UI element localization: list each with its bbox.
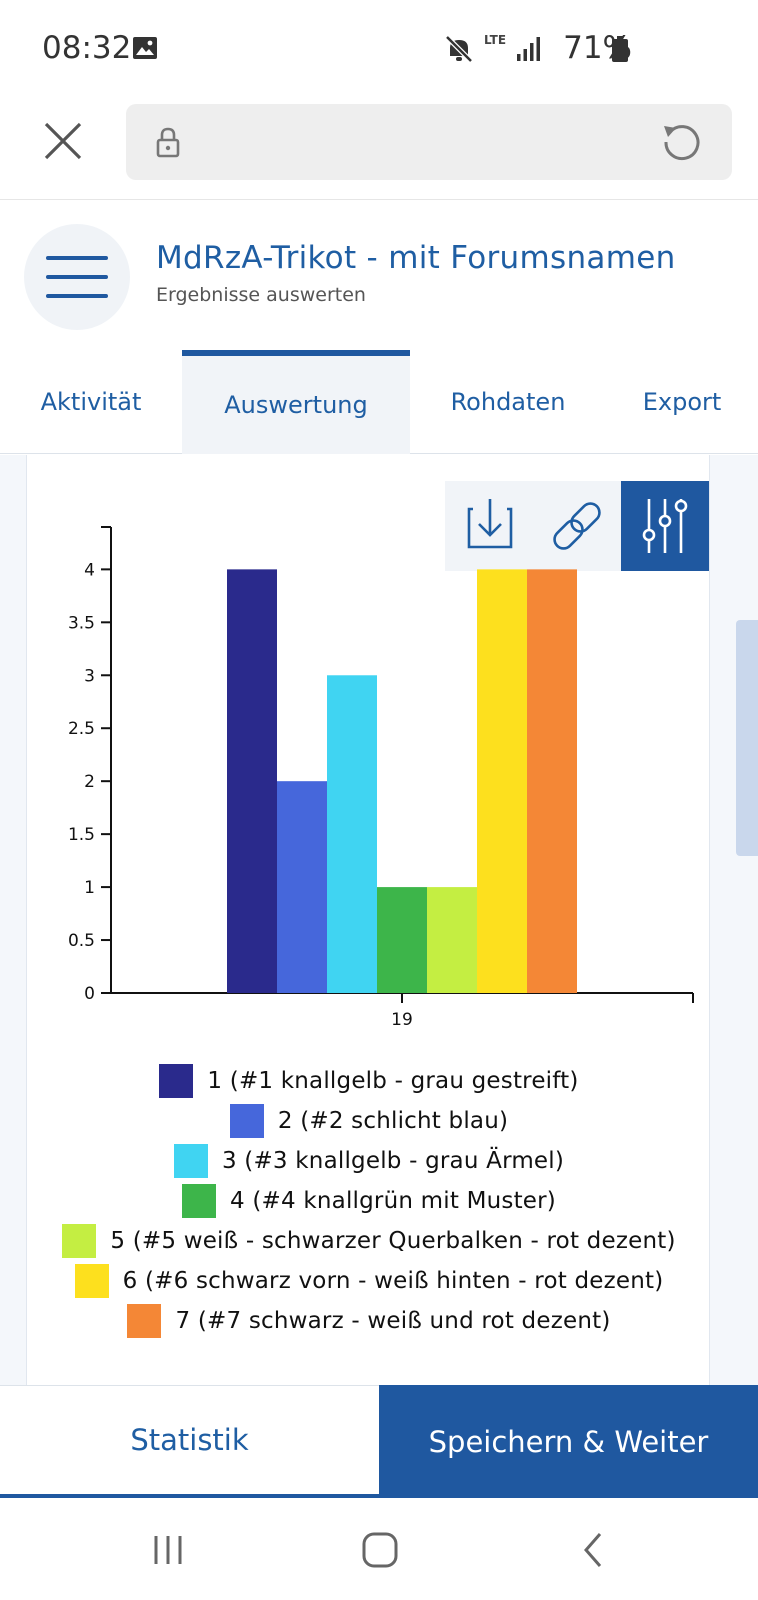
legend-swatch: [127, 1304, 162, 1338]
bar-series-5: [427, 887, 477, 993]
y-tick-label: 2.5: [68, 719, 95, 739]
bar-series-3: [327, 675, 377, 993]
gallery-icon: [133, 37, 157, 59]
settings-button[interactable]: [621, 481, 709, 571]
hamburger-line: [46, 294, 108, 298]
download-button[interactable]: [445, 481, 533, 571]
y-tick-label: 2: [84, 772, 95, 792]
home-icon[interactable]: [358, 1528, 402, 1572]
legend-swatch: [173, 1144, 208, 1178]
page-subtitle: Ergebnisse auswerten: [156, 284, 366, 306]
y-tick-label: 3: [84, 666, 95, 686]
chart-card: 0 0.5 1 1.5 2 2.5 3 3.5 4 19 1 (#1 knallgelb - gr…: [26, 455, 710, 1385]
legend-swatch: [182, 1184, 217, 1218]
legend-label: 4 (#4 knallgrün mit Muster): [230, 1188, 556, 1214]
close-icon[interactable]: [40, 118, 86, 164]
content-area: 0 0.5 1 1.5 2 2.5 3 3.5 4 19 1 (#1 knallgelb - gr…: [0, 455, 758, 1385]
status-bar: 08:32 LTE 71%: [0, 0, 758, 96]
legend-label: 2 (#2 schlicht blau): [277, 1108, 509, 1134]
app-header: MdRzA-Trikot - mit Forumsnamen Ergebniss…: [0, 200, 758, 350]
legend-label: 6 (#6 schwarz vorn - weiß hinten - rot d…: [122, 1268, 664, 1294]
tab-export[interactable]: Export: [642, 388, 722, 416]
legend-item[interactable]: 3 (#3 knallgelb - grau Ärmel): [27, 1141, 711, 1181]
link-button[interactable]: [533, 481, 621, 571]
legend-swatch: [74, 1264, 109, 1298]
tab-aktivitaet[interactable]: Aktivität: [40, 388, 142, 416]
system-nav-bar: [0, 1498, 758, 1600]
y-tick-label: 3.5: [68, 613, 95, 633]
legend-label: 3 (#3 knallgelb - grau Ärmel): [221, 1148, 565, 1174]
bar-series-6: [477, 569, 527, 993]
battery-icon: [612, 36, 628, 62]
legend-swatch: [62, 1224, 97, 1258]
y-tick-label: 4: [84, 560, 95, 580]
legend-swatch: [159, 1064, 194, 1098]
link-icon: [553, 502, 601, 550]
bar-series-2: [277, 781, 327, 993]
legend-item[interactable]: 6 (#6 schwarz vorn - weiß hinten - rot d…: [27, 1261, 711, 1301]
tab-auswertung[interactable]: Auswertung: [182, 350, 410, 454]
tab-bar: Aktivität Auswertung Rohdaten Export: [0, 350, 758, 454]
legend-item[interactable]: 2 (#2 schlicht blau): [27, 1101, 711, 1141]
reload-icon[interactable]: [660, 120, 704, 164]
browser-bar: [0, 96, 758, 200]
recent-apps-icon[interactable]: [146, 1528, 190, 1572]
legend-item[interactable]: 1 (#1 knallgelb - grau gestreift): [27, 1061, 711, 1101]
back-icon[interactable]: [572, 1528, 616, 1572]
scrollbar[interactable]: [736, 620, 758, 856]
bar-series-1: [227, 569, 277, 993]
legend-item[interactable]: 4 (#4 knallgrün mit Muster): [27, 1181, 711, 1221]
legend-swatch: [229, 1104, 264, 1138]
y-tick-label: 1.5: [68, 825, 95, 845]
bar-series-4: [377, 887, 427, 993]
sliders-icon: [642, 499, 688, 553]
signal-icon: [517, 37, 540, 61]
mute-icon: [445, 35, 473, 63]
hamburger-line: [46, 256, 108, 260]
url-field[interactable]: [126, 104, 732, 180]
y-tick-label: 1: [84, 878, 95, 898]
hamburger-line: [46, 275, 108, 279]
statistics-button[interactable]: Statistik: [0, 1385, 379, 1498]
legend-label: 1 (#1 knallgelb - grau gestreift): [207, 1068, 579, 1094]
menu-button[interactable]: [24, 224, 130, 330]
download-icon: [467, 499, 513, 549]
network-type: LTE: [484, 33, 507, 47]
y-tick-label: 0: [84, 984, 95, 1004]
legend-item[interactable]: 5 (#5 weiß - schwarzer Querbalken - rot …: [27, 1221, 711, 1261]
action-bar: Statistik Speichern & Weiter: [0, 1385, 758, 1498]
page-title: MdRzA-Trikot - mit Forumsnamen: [156, 240, 676, 276]
legend-item[interactable]: 7 (#7 schwarz - weiß und rot dezent): [27, 1301, 711, 1341]
legend-label: 7 (#7 schwarz - weiß und rot dezent): [175, 1308, 611, 1334]
y-tick-label: 0.5: [68, 931, 95, 951]
chart-toolbar: [445, 481, 709, 571]
tab-rohdaten[interactable]: Rohdaten: [450, 388, 566, 416]
bar-chart: 0 0.5 1 1.5 2 2.5 3 3.5 4 19: [68, 526, 694, 1030]
x-tick-label: 19: [391, 1010, 413, 1030]
status-time: 08:32: [42, 30, 132, 66]
save-continue-button[interactable]: Speichern & Weiter: [379, 1385, 758, 1498]
lock-icon: [156, 127, 180, 158]
legend-label: 5 (#5 weiß - schwarzer Querbalken - rot …: [110, 1228, 676, 1254]
bar-series-7: [527, 569, 577, 993]
